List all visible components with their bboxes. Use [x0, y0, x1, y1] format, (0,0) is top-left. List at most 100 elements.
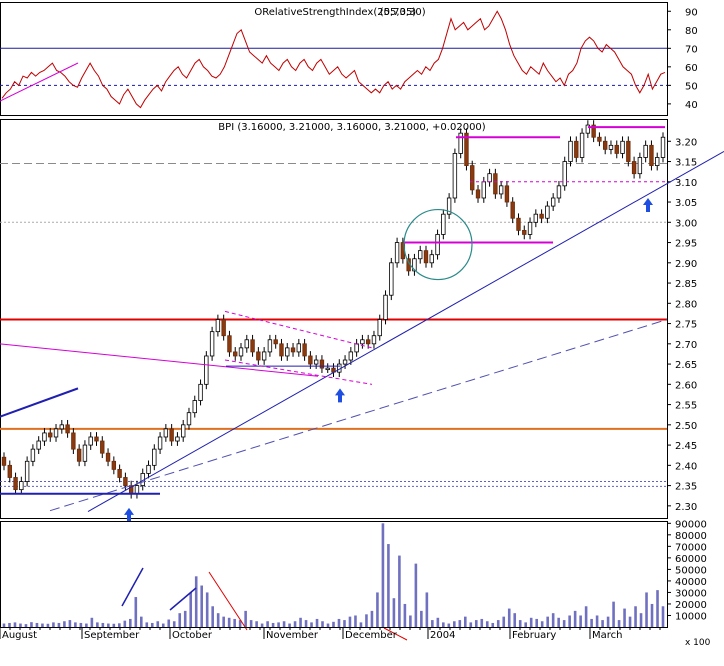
price-tick-label-2.45: 2.45	[675, 441, 697, 452]
price-tick-label-3.15: 3.15	[675, 158, 697, 169]
x-axis: August September October November December 20…	[0, 627, 667, 641]
candle	[221, 319, 226, 337]
x-label-september: September	[84, 630, 140, 641]
candle	[59, 424, 64, 430]
volume-bar	[63, 621, 66, 627]
x-label-february: February	[512, 630, 556, 641]
volume-bar	[52, 622, 55, 627]
candle	[267, 339, 273, 353]
candle	[82, 444, 88, 462]
volume-bar	[442, 622, 445, 627]
candle	[313, 359, 319, 365]
volume-bar	[387, 544, 390, 627]
rsi-title-overlay: (55,35)	[380, 7, 417, 18]
volume-bar	[469, 622, 473, 627]
candle	[579, 132, 585, 158]
volume-bar	[392, 598, 396, 627]
volume-bar	[535, 618, 538, 627]
candle	[256, 351, 261, 361]
volume-panel: 1000020000300004000050000600007000080000…	[0, 519, 707, 641]
candle	[603, 140, 608, 150]
candle	[65, 424, 70, 434]
candle	[134, 485, 140, 495]
volume-bar	[288, 623, 291, 627]
volume-tick-label-10000: 10000	[675, 611, 707, 622]
candle	[1, 456, 7, 466]
candle	[660, 136, 666, 158]
volume-bar	[90, 617, 94, 627]
candle	[215, 319, 221, 333]
price-panel: 2.30 2.35 2.40 2.45 2.50 2.55 2.60 2.65 2.70 2.75…	[0, 119, 724, 522]
volume-bar	[310, 622, 313, 627]
price-tick-label-2.65: 2.65	[675, 360, 697, 371]
volume-bar	[518, 620, 522, 627]
candle	[279, 343, 284, 357]
candle	[527, 221, 533, 235]
volume-bar	[227, 617, 231, 627]
price-tick-label-2.35: 2.35	[675, 482, 697, 493]
candle	[394, 242, 400, 264]
volume-tick-label-30000: 30000	[675, 588, 707, 599]
candle	[157, 436, 163, 450]
volume-bar	[376, 592, 379, 627]
volume-bar	[639, 613, 643, 627]
candle	[244, 339, 249, 349]
candle	[435, 234, 440, 256]
rsi-tick-label-70: 70	[685, 44, 698, 55]
volume-bar	[661, 606, 665, 627]
volume-bar	[606, 616, 610, 627]
candle	[209, 331, 215, 357]
candle	[574, 140, 579, 158]
candle	[290, 347, 296, 353]
up-arrow-marker	[335, 388, 345, 403]
candle	[152, 448, 157, 466]
volume-bar	[35, 622, 39, 627]
volume-bar	[244, 610, 247, 627]
volume-bar	[161, 623, 165, 627]
candle	[383, 294, 388, 320]
candle	[7, 464, 12, 478]
candle	[36, 440, 41, 450]
candle	[53, 428, 59, 438]
volume-bar	[496, 620, 500, 627]
candle	[498, 185, 504, 195]
candle	[568, 140, 573, 162]
volume-bar	[74, 622, 77, 627]
candle	[163, 428, 169, 438]
volume-bar	[447, 623, 451, 627]
price-tick-label-2.55: 2.55	[675, 401, 697, 412]
candle	[325, 367, 330, 371]
candle	[342, 359, 348, 365]
volume-bar	[118, 623, 121, 627]
volume-bar	[409, 615, 412, 627]
candle	[365, 339, 371, 345]
volume-bar	[491, 622, 495, 627]
price-tick-label-2.75: 2.75	[675, 320, 697, 331]
rsi-line	[1, 10, 666, 109]
volume-bar	[595, 615, 599, 627]
volume-bar	[420, 610, 423, 627]
volume-bar	[41, 623, 44, 627]
x-label-december: December	[345, 630, 398, 641]
volume-bar	[403, 603, 407, 627]
volume-bar	[480, 618, 484, 627]
candle	[458, 132, 463, 154]
volume-bar	[524, 622, 528, 627]
volume-bar	[656, 590, 659, 627]
candle	[233, 351, 238, 357]
volume-bar	[57, 622, 61, 627]
volume-bar	[222, 616, 225, 627]
volume-bar	[30, 622, 33, 627]
volume-tick-label-20000: 20000	[675, 600, 707, 611]
candle	[470, 165, 475, 191]
volume-bar	[299, 617, 302, 627]
candle	[76, 448, 82, 462]
volume-bar	[436, 617, 440, 627]
candle	[71, 432, 76, 450]
volume-bar	[348, 616, 352, 627]
rsi-trendline	[0, 62, 79, 102]
price-title: BPI (3.16000, 3.21000, 3.16000, 3.21000,…	[218, 122, 485, 133]
volume-bar	[507, 608, 511, 627]
candle	[510, 201, 515, 219]
volume-bar	[293, 621, 297, 627]
